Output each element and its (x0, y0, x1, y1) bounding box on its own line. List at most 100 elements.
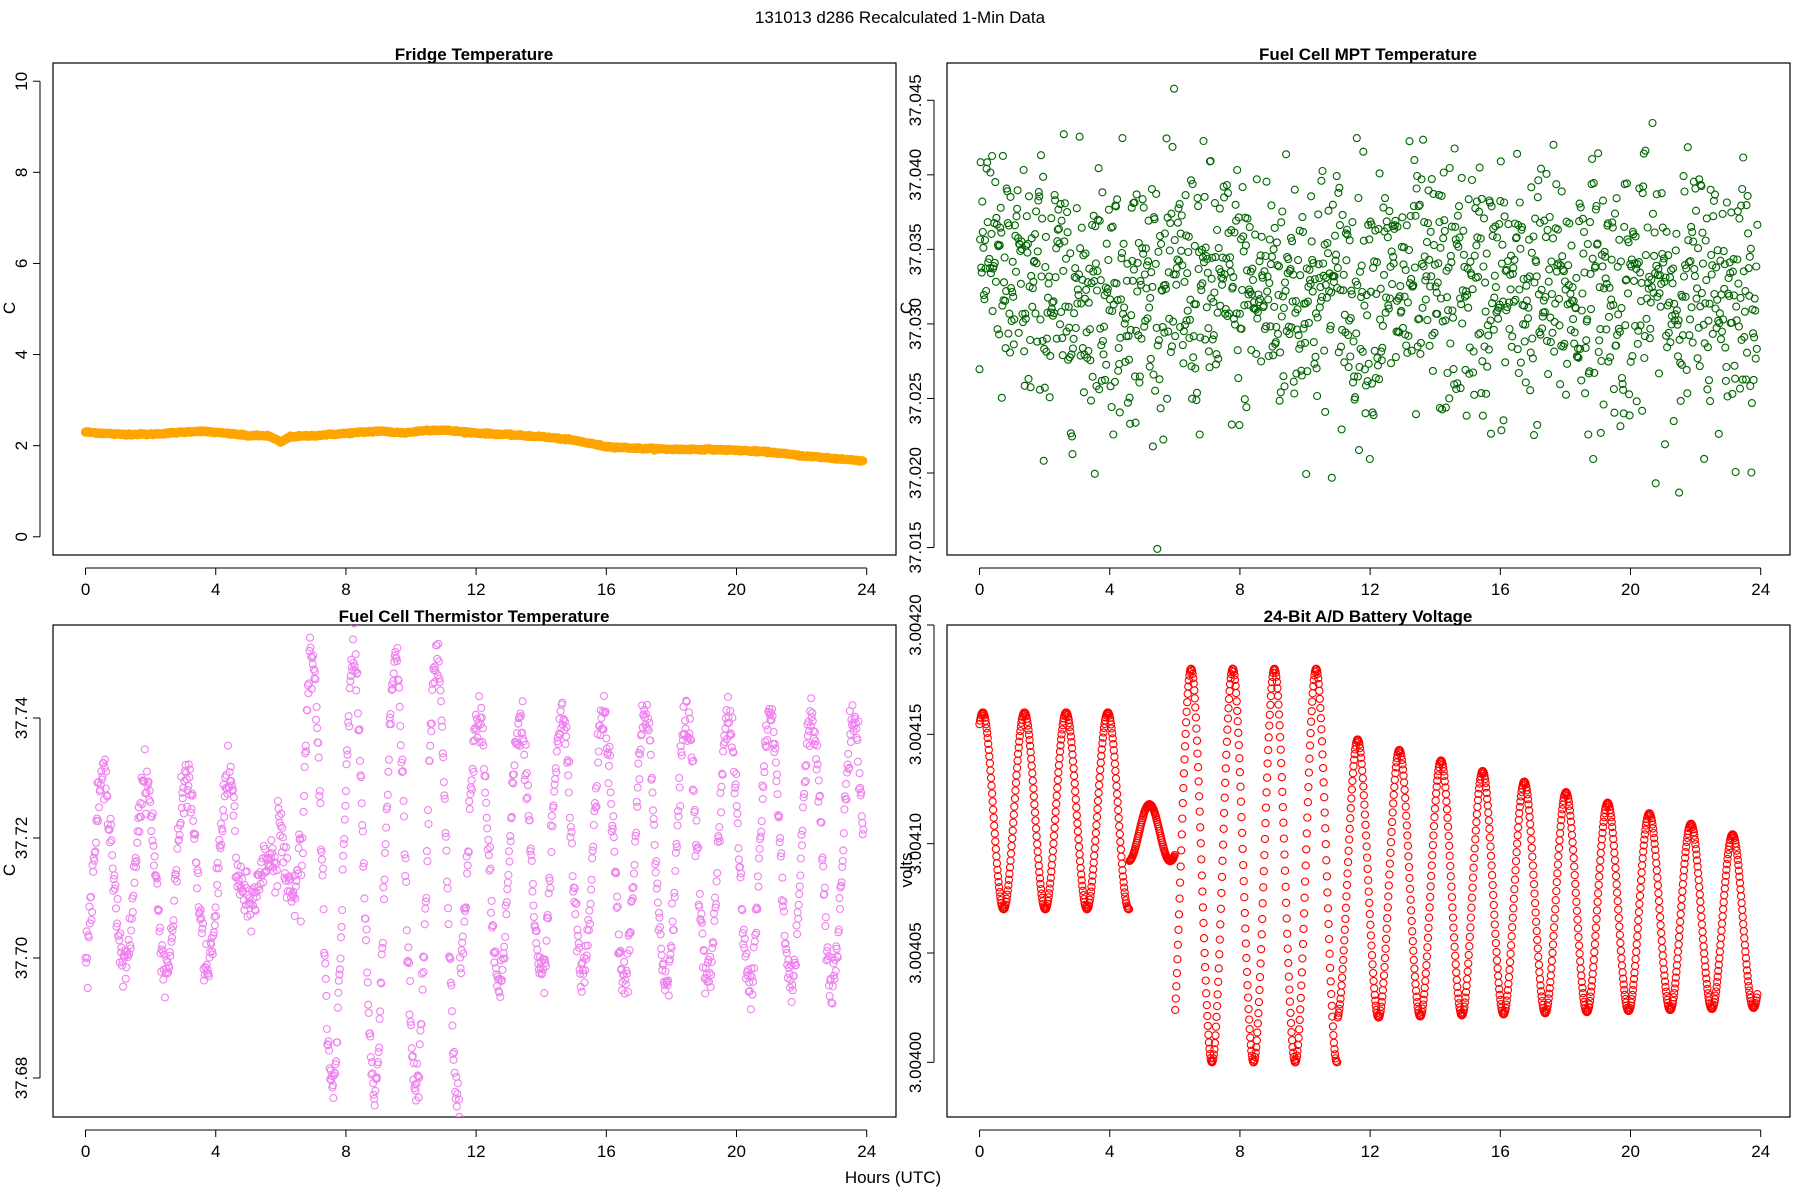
data-point (1031, 824, 1041, 833)
data-point (712, 877, 721, 886)
data-point (1439, 168, 1448, 177)
data-point (1498, 297, 1508, 306)
data-point (570, 897, 579, 906)
data-point (1577, 306, 1586, 315)
data-point (1401, 793, 1410, 803)
data-point (1287, 1028, 1296, 1037)
data-point (811, 737, 820, 746)
data-point (1230, 671, 1239, 680)
data-point (1300, 320, 1309, 329)
data-point (1265, 278, 1274, 288)
data-point (1281, 286, 1290, 295)
data-point (1346, 804, 1355, 813)
data-point (1591, 923, 1601, 932)
data-point (1433, 309, 1442, 318)
data-point (207, 939, 216, 948)
data-point (1560, 339, 1569, 348)
data-point (1558, 252, 1567, 261)
data-point (1431, 282, 1440, 291)
data-point (1178, 814, 1187, 823)
data-point (1093, 266, 1102, 276)
data-point (1505, 957, 1515, 967)
data-point (1625, 411, 1634, 420)
data-point (1600, 284, 1609, 293)
data-point (1301, 299, 1310, 308)
data-point (794, 900, 803, 909)
data-point (1181, 718, 1191, 727)
data-point (682, 697, 691, 706)
data-point (1494, 314, 1503, 323)
data-point (1670, 984, 1679, 993)
data-point (1385, 859, 1395, 868)
data-point (1253, 314, 1262, 323)
data-point (1060, 199, 1069, 208)
data-point (1411, 986, 1421, 995)
data-point (1462, 411, 1471, 420)
x-tick-label: 20 (727, 1142, 746, 1161)
data-point (667, 944, 676, 953)
data-point (1251, 230, 1260, 239)
data-point (1077, 876, 1086, 885)
data-point (319, 864, 328, 873)
data-point (1034, 188, 1043, 197)
data-point (434, 639, 443, 648)
data-point (455, 1116, 462, 1117)
data-point (1253, 1019, 1262, 1028)
data-point (1512, 848, 1521, 857)
data-point (1515, 809, 1524, 818)
data-point (1387, 827, 1396, 837)
data-point (1221, 764, 1230, 773)
data-point (150, 852, 159, 861)
data-point (496, 992, 505, 1002)
data-point (1177, 211, 1186, 220)
data-point (619, 970, 628, 979)
data-point (1532, 257, 1541, 267)
data-point (1152, 189, 1161, 198)
data-point (1169, 317, 1178, 326)
data-point (1398, 213, 1407, 222)
x-tick-label: 12 (1361, 580, 1380, 599)
data-point (503, 878, 512, 887)
data-point (1484, 808, 1493, 817)
data-point (1361, 820, 1370, 830)
data-point (1451, 235, 1460, 244)
data-point (1191, 703, 1200, 712)
data-point (214, 864, 223, 873)
data-point (1272, 677, 1282, 687)
y-tick-label: 2 (12, 441, 31, 450)
data-point (985, 264, 994, 273)
data-point (1443, 822, 1453, 831)
data-point (657, 951, 666, 960)
data-point (1318, 166, 1327, 176)
data-point (614, 930, 623, 939)
data-point (995, 330, 1004, 339)
data-point (1111, 774, 1121, 783)
data-point (420, 953, 429, 962)
data-point (987, 781, 996, 790)
data-point (710, 916, 719, 925)
data-point (167, 933, 177, 942)
data-point (1367, 951, 1377, 960)
data-point (1462, 974, 1472, 984)
data-point (1001, 296, 1010, 305)
data-point (303, 706, 312, 715)
x-tick-label: 8 (1235, 580, 1244, 599)
data-point (1480, 774, 1490, 784)
data-point (481, 788, 490, 797)
data-point (400, 850, 409, 859)
data-point (795, 890, 804, 899)
data-point (820, 883, 829, 892)
data-point (1563, 359, 1572, 368)
data-point (1235, 768, 1245, 777)
data-point (1280, 278, 1290, 287)
data-point (1030, 808, 1040, 817)
data-point (1232, 697, 1241, 706)
data-point (1234, 728, 1243, 737)
data-point (734, 844, 743, 853)
data-point (1109, 746, 1118, 755)
data-point (1473, 795, 1483, 805)
data-point (1376, 1006, 1385, 1015)
data-point (1535, 967, 1544, 977)
data-point (1648, 209, 1658, 218)
data-point (1385, 207, 1394, 216)
